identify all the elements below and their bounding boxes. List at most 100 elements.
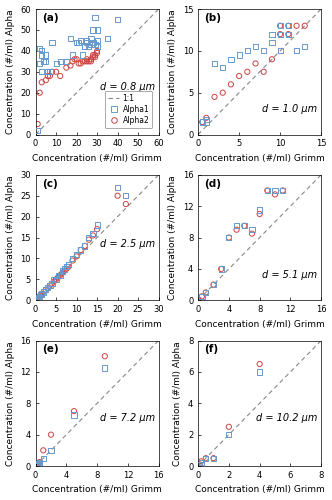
Point [47,68,52,76]
Point [286,22,291,30]
Point [226,234,231,241]
Point [94,49,100,57]
Point [197,460,202,468]
Point [203,288,208,296]
Point [37,458,42,466]
Point [90,232,96,239]
Point [41,454,46,462]
Point [253,42,258,50]
Point [203,454,208,462]
Point [211,454,216,462]
Point [199,458,204,466]
X-axis label: Concentration (#/ml) Grimm: Concentration (#/ml) Grimm [195,154,324,163]
Point [53,276,59,283]
Point [80,51,85,59]
Point [204,114,209,122]
Y-axis label: Concentration (#/ml) Alpha: Concentration (#/ml) Alpha [168,175,177,300]
Text: d = 2.5 μm: d = 2.5 μm [100,239,155,249]
Point [280,186,285,194]
Point [278,22,283,30]
Point [70,254,75,262]
Point [278,47,283,55]
Point [203,454,208,462]
Point [66,260,71,268]
Point [245,47,250,55]
Point [286,30,291,38]
Point [43,51,48,59]
Text: d = 0.8 μm: d = 0.8 μm [100,82,155,92]
Point [197,460,202,468]
Point [72,56,77,64]
Point [62,267,67,275]
Point [123,200,128,208]
Point [200,118,205,126]
Point [41,288,46,296]
Point [90,26,96,34]
Point [90,53,96,61]
Point [59,269,65,277]
Point [66,263,71,271]
Point [47,72,52,80]
Point [64,64,69,72]
Point [78,36,83,44]
Point [41,446,46,454]
Point [265,186,270,194]
Text: d = 10.2 μm: d = 10.2 μm [256,414,317,424]
Point [220,64,225,72]
Point [43,286,48,294]
Point [257,360,262,368]
Point [43,76,48,84]
Text: (e): (e) [42,344,58,354]
Point [86,236,92,244]
Point [236,51,242,59]
Point [35,294,40,302]
Point [57,72,63,80]
Point [92,14,98,22]
Point [39,290,44,298]
Y-axis label: Concentration (#/ml) Alpha: Concentration (#/ml) Alpha [6,175,15,300]
Point [43,58,48,66]
Point [68,34,73,42]
Point [48,430,54,438]
Point [272,186,278,194]
Point [49,68,55,76]
Point [74,56,79,64]
Point [37,458,42,466]
Point [53,60,59,68]
Point [35,460,40,468]
Point [45,284,50,292]
Point [45,284,50,292]
Point [36,294,41,302]
Point [76,38,81,46]
X-axis label: Concentration (#/ml) Grimm: Concentration (#/ml) Grimm [32,154,162,163]
Point [88,40,94,48]
Point [228,80,234,88]
Point [92,53,98,61]
Point [278,30,283,38]
Y-axis label: Concentration (#/ml) Alpha: Concentration (#/ml) Alpha [168,10,177,134]
Point [76,60,81,68]
Point [261,68,266,76]
Point [78,246,83,254]
Point [102,364,108,372]
Point [71,411,77,419]
Point [39,51,44,59]
Point [35,460,41,468]
Point [37,45,42,53]
Point [64,58,69,66]
Point [84,36,90,44]
Point [286,30,291,38]
Point [68,62,73,70]
Point [249,226,255,234]
Point [220,88,225,96]
Point [84,38,90,46]
Text: (d): (d) [204,178,221,188]
Point [294,22,299,30]
Point [94,225,100,233]
Point [94,26,100,34]
X-axis label: Concentration (#/ml) Grimm: Concentration (#/ml) Grimm [195,486,324,494]
Point [302,22,307,30]
Point [37,88,42,96]
Point [199,459,204,467]
Point [55,274,61,281]
